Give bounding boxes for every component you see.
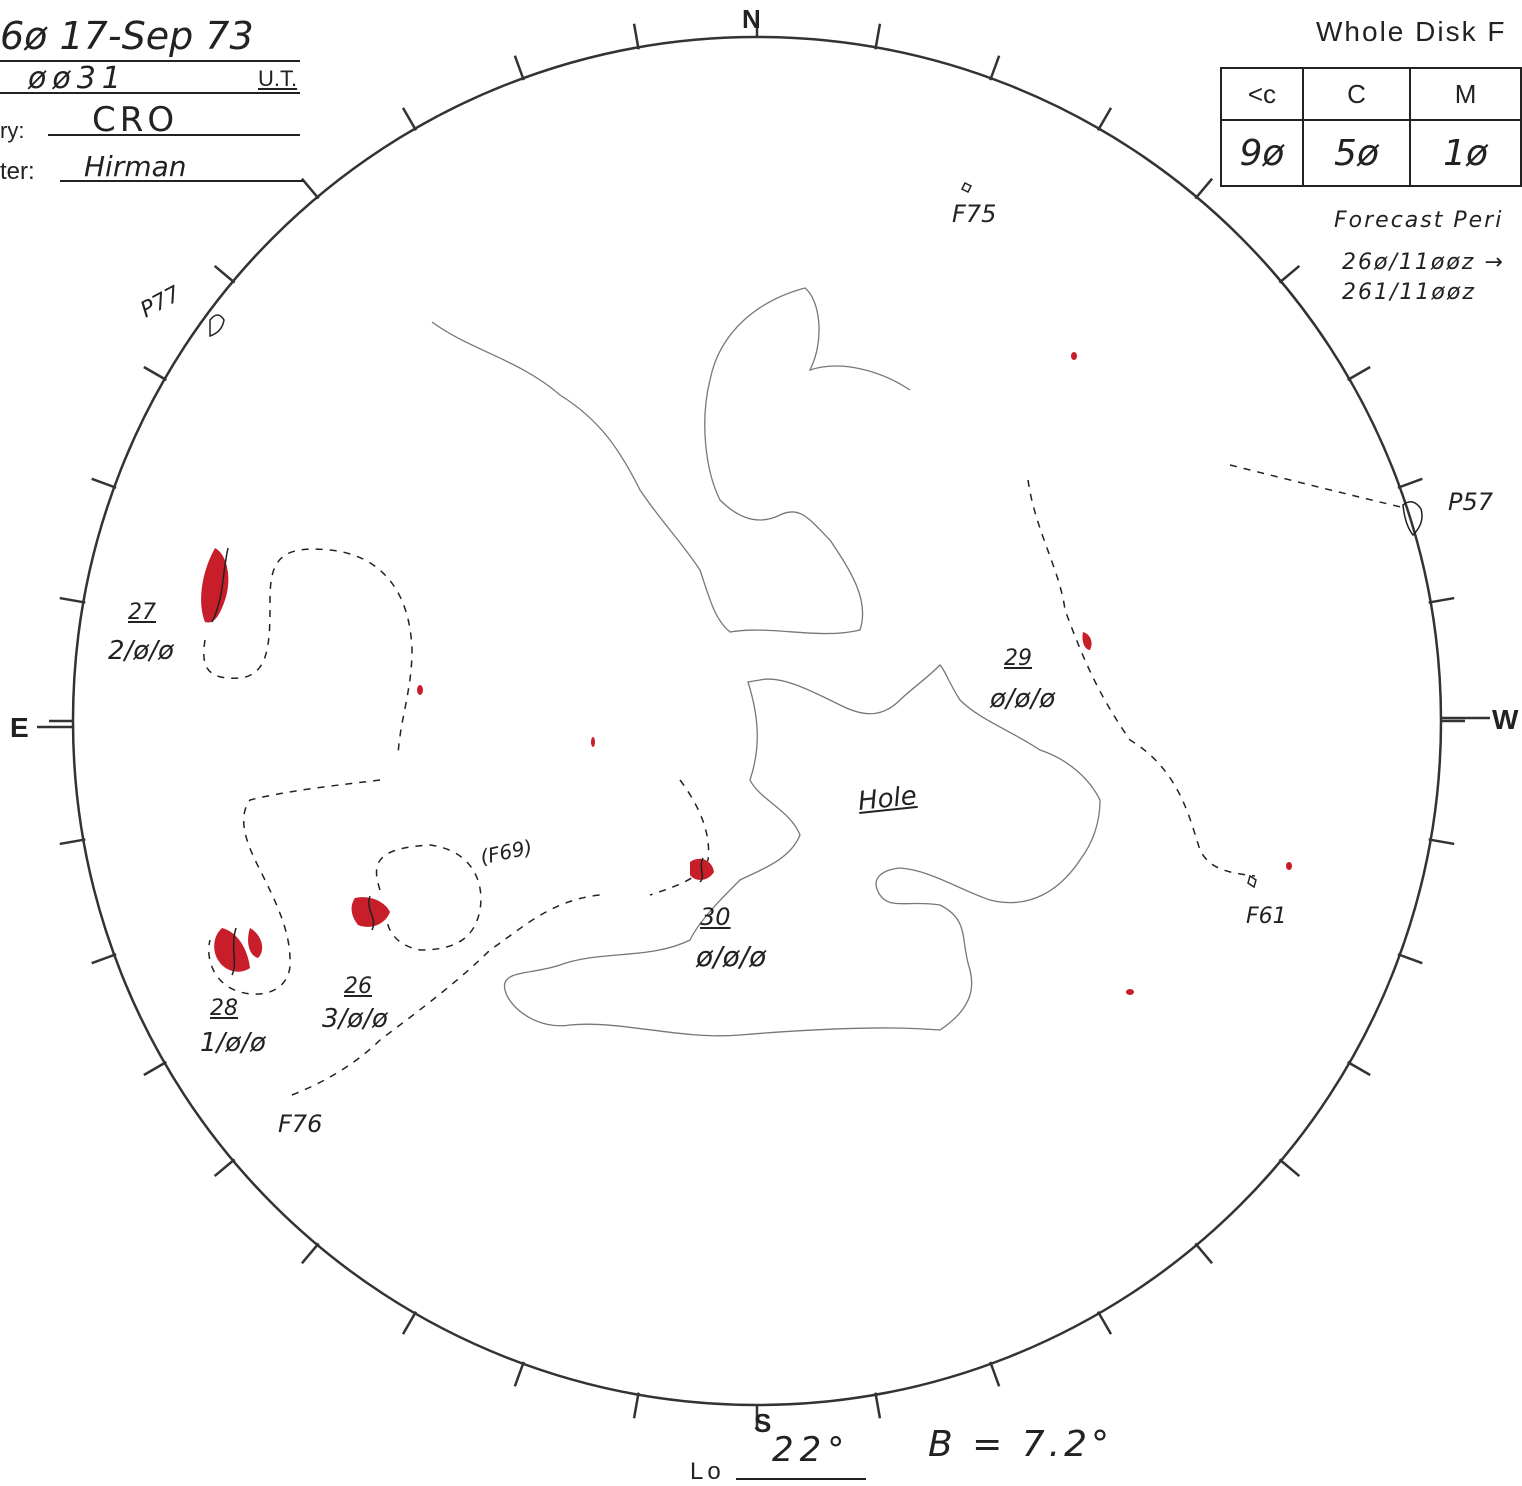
region-30-class: ø/ø/ø	[696, 940, 767, 973]
limb-tick-marks	[49, 13, 1465, 1429]
forecaster-underline	[60, 180, 304, 182]
region-26-class: 3/ø/ø	[322, 1004, 388, 1034]
limb-tick	[1347, 1060, 1371, 1077]
neutral-lines	[203, 464, 1406, 1096]
limb-tick	[1428, 838, 1455, 846]
limb-tick	[632, 1392, 640, 1419]
forecaster-label: ter:	[0, 158, 35, 185]
date-underline	[0, 60, 300, 62]
whole-disk-title: Whole Disk F	[1316, 16, 1507, 47]
limb-tick	[213, 1158, 236, 1178]
coronal-hole-north-boundary	[431, 287, 911, 635]
lo-label: Lo	[690, 1458, 725, 1485]
limb-tick	[513, 1361, 525, 1387]
limb-tick	[513, 55, 525, 81]
limb-tick	[989, 1361, 1001, 1387]
prob-header-less-c: <c	[1220, 67, 1304, 121]
prob-header-c: C	[1301, 67, 1412, 121]
observatory-label: ry:	[0, 118, 25, 143]
time-unit-label: U.T.	[258, 66, 298, 91]
limb-tick	[59, 596, 86, 604]
limb-tick	[1096, 1311, 1113, 1335]
lo-value: 22°	[772, 1430, 851, 1470]
b-angle-value: B = 7.2°	[928, 1424, 1113, 1465]
limb-tick	[213, 264, 236, 284]
limb-tick	[143, 365, 167, 382]
plage-areas	[201, 352, 1292, 995]
prob-value-less-c: 9ø	[1220, 119, 1304, 187]
region-28-number: 28	[210, 996, 238, 1021]
observatory-underline	[48, 134, 300, 136]
region-28-class: 1/ø/ø	[200, 1028, 266, 1058]
limb-tick	[1278, 1158, 1301, 1178]
date-text: 6ø 17-Sep 73	[0, 14, 254, 58]
limb-tick	[989, 55, 1001, 81]
observatory-value: CRO	[92, 100, 179, 140]
limb-tick	[632, 23, 640, 50]
limb-tick	[1397, 953, 1423, 965]
region-26-number: 26	[344, 974, 372, 999]
region-29-number: 29	[1004, 646, 1032, 671]
prob-value-m: 1ø	[1409, 119, 1522, 187]
coronal-hole-label: Hole	[856, 781, 919, 817]
limb-tick	[1194, 177, 1214, 200]
limb-tick	[401, 107, 418, 131]
prominence-p57-label: P57	[1448, 488, 1494, 516]
limb-tick	[143, 1060, 167, 1077]
limb-tick	[59, 838, 86, 846]
time-underline	[0, 92, 300, 94]
forecaster-value: Hirman	[84, 150, 187, 183]
time-text: øø31	[28, 61, 127, 96]
prob-header-m: M	[1409, 67, 1522, 121]
coronal-hole-south-boundary	[503, 664, 1101, 1037]
limb-tick	[1347, 365, 1371, 382]
filament-f76-label: F76	[278, 1110, 323, 1138]
limb-tick	[91, 477, 117, 489]
compass-south: S	[754, 1408, 772, 1438]
forecast-period-line-2: 261/11øøz	[1342, 280, 1476, 305]
region-27-class: 2/ø/ø	[108, 636, 174, 666]
limb-tick	[401, 1311, 418, 1335]
limb-tick	[91, 953, 117, 965]
limb-tick	[1278, 264, 1301, 284]
limb-tick	[1428, 596, 1455, 604]
limb-tick	[874, 23, 882, 50]
forecast-period-label: Forecast Peri	[1334, 208, 1504, 233]
limb-tick	[1194, 1242, 1214, 1265]
limb-tick	[1397, 477, 1423, 489]
limb-tick	[300, 1242, 320, 1265]
limb-tick	[300, 177, 320, 200]
prob-value-c: 5ø	[1301, 119, 1412, 187]
flare-probability-table: <c C M 9ø 5ø 1ø	[1220, 67, 1522, 187]
compass-west: W	[1492, 704, 1519, 735]
region-27-number: 27	[128, 600, 156, 625]
region-29-class: ø/ø/ø	[990, 684, 1056, 714]
filament-f75-label: F75	[952, 200, 997, 228]
region-30-number: 30	[700, 903, 731, 931]
forecast-period-line-1: 26ø/11øøz →	[1342, 250, 1505, 275]
limb-tick	[874, 1392, 882, 1419]
sunspots	[209, 181, 1423, 976]
compass-east: E	[10, 712, 29, 743]
filament-f61-label: F61	[1246, 904, 1287, 929]
compass-north: N	[742, 4, 761, 34]
limb-tick	[1096, 107, 1113, 131]
lo-underline	[736, 1478, 866, 1480]
